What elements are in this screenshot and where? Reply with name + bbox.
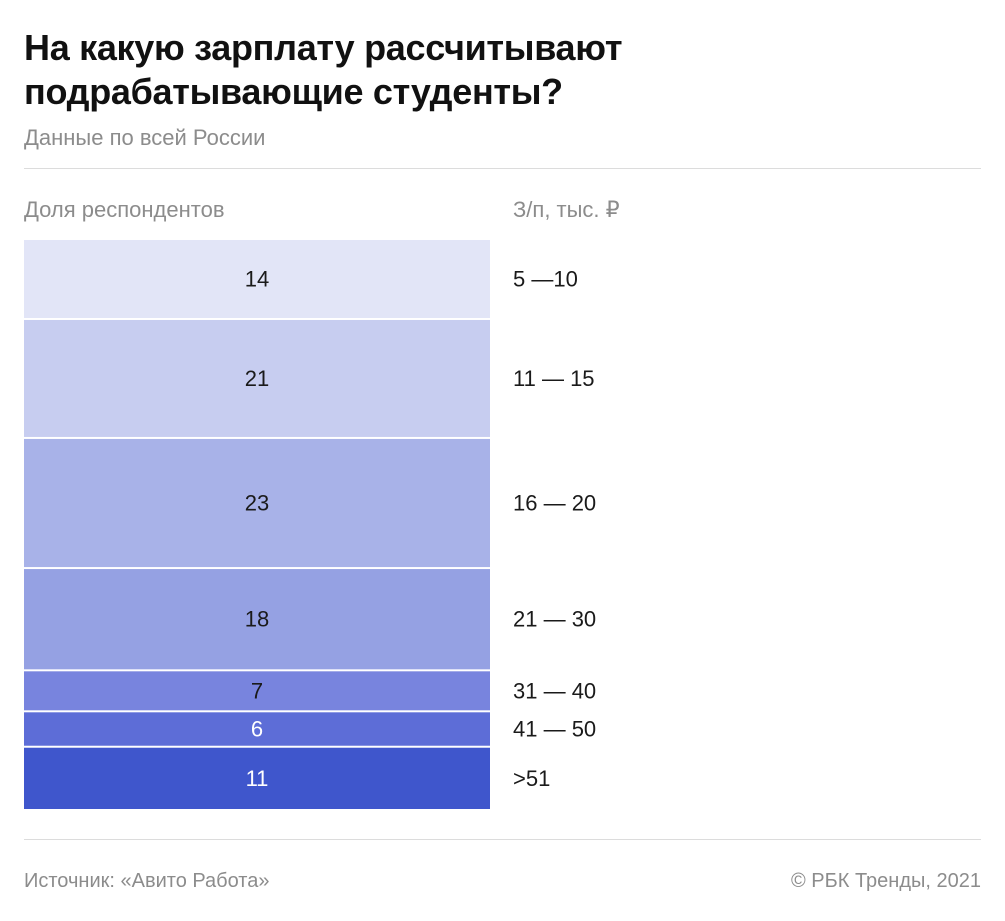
bar-segment-0 [24, 240, 490, 318]
salary-column-header: З/п, тыс. ₽ [513, 197, 620, 222]
top-divider [24, 168, 981, 169]
bottom-divider [24, 839, 981, 840]
segment-value-label-3: 18 [245, 607, 269, 632]
copyright-note: © РБК Тренды, 2021 [791, 870, 981, 892]
bar-segment-1 [24, 319, 490, 437]
salary-range-label-2: 16 — 20 [513, 491, 596, 516]
segment-value-label-2: 23 [245, 491, 269, 516]
salary-range-label-3: 21 — 30 [513, 607, 596, 632]
salary-range-label-4: 31 — 40 [513, 678, 596, 703]
chart-subtitle: Данные по всей России [24, 125, 266, 150]
bar-segment-2 [24, 438, 490, 568]
share-column-header: Доля респондентов [24, 197, 225, 222]
segment-value-label-4: 7 [251, 678, 263, 703]
segment-value-label-0: 14 [245, 266, 269, 291]
salary-range-label-0: 5 —10 [513, 266, 578, 291]
segment-value-label-6: 11 [246, 766, 269, 791]
bar-segment-4 [24, 671, 490, 711]
segment-value-label-1: 21 [245, 366, 269, 391]
chart-title: На какую зарплату рассчитывают подрабаты… [24, 27, 623, 112]
source-note: Источник: «Авито Работа» [24, 870, 270, 892]
salary-range-label-6: >51 [513, 766, 550, 791]
salary-range-label-1: 11 — 15 [513, 366, 595, 391]
bar-segment-5 [24, 712, 490, 746]
salary-range-label-5: 41 — 50 [513, 717, 596, 742]
bar-segment-6 [24, 747, 490, 809]
bar-segment-3 [24, 569, 490, 670]
segment-value-label-5: 6 [251, 717, 263, 742]
